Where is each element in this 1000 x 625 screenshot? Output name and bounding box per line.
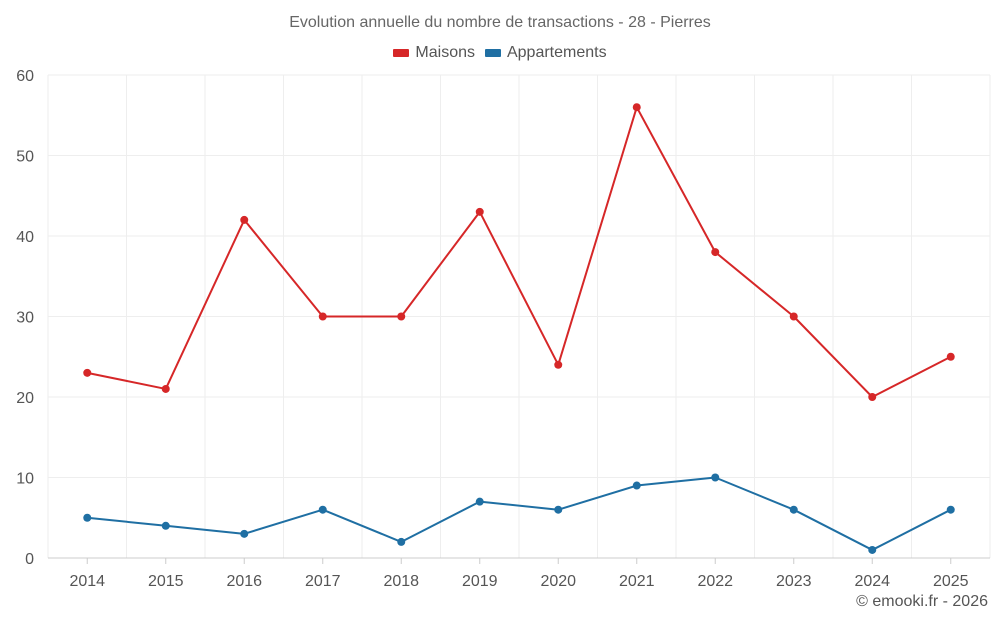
x-tick-label: 2025 bbox=[933, 573, 969, 590]
data-point-appartements bbox=[318, 505, 327, 514]
x-tick-label: 2018 bbox=[383, 573, 419, 590]
x-tick-label: 2019 bbox=[462, 573, 498, 590]
series-line-appartements bbox=[87, 476, 952, 551]
x-tick-label: 2015 bbox=[148, 573, 184, 590]
x-tick-label: 2024 bbox=[854, 573, 890, 590]
y-tick-label: 60 bbox=[16, 68, 34, 85]
x-tick-label: 2016 bbox=[226, 573, 262, 590]
data-point-maisons bbox=[946, 352, 955, 361]
y-tick-label: 0 bbox=[25, 551, 34, 568]
data-point-maisons bbox=[397, 312, 406, 321]
legend-label-maisons: Maisons bbox=[415, 44, 475, 61]
legend: Maisons Appartements bbox=[0, 44, 1000, 62]
data-point-appartements bbox=[397, 537, 406, 546]
data-point-maisons bbox=[632, 103, 641, 112]
data-point-appartements bbox=[83, 513, 92, 522]
y-tick-label: 10 bbox=[16, 471, 34, 488]
x-tick-label: 2017 bbox=[305, 573, 341, 590]
x-tick-label: 2022 bbox=[697, 573, 733, 590]
legend-label-appartements: Appartements bbox=[506, 44, 607, 61]
x-tick-label: 2014 bbox=[69, 573, 105, 590]
data-point-maisons bbox=[83, 368, 92, 377]
data-point-maisons bbox=[161, 384, 170, 393]
data-point-appartements bbox=[161, 521, 170, 530]
y-tick-label: 50 bbox=[16, 149, 34, 166]
data-point-appartements bbox=[632, 481, 641, 490]
data-point-appartements bbox=[711, 473, 720, 482]
legend-swatch-appartements bbox=[484, 49, 501, 57]
data-point-maisons bbox=[318, 312, 327, 321]
chart-title: Evolution annuelle du nombre de transact… bbox=[289, 14, 711, 31]
data-point-appartements bbox=[789, 505, 798, 514]
data-point-maisons bbox=[789, 312, 798, 321]
data-point-appartements bbox=[240, 529, 249, 538]
data-point-appartements bbox=[868, 545, 877, 554]
legend-item-appartements[interactable]: Appartements bbox=[484, 44, 607, 62]
data-point-maisons bbox=[240, 215, 249, 224]
y-tick-label: 30 bbox=[16, 310, 34, 327]
y-tick-label: 40 bbox=[16, 229, 34, 246]
legend-swatch-maisons bbox=[393, 49, 410, 57]
y-tick-label: 20 bbox=[16, 390, 34, 407]
data-point-appartements bbox=[554, 505, 563, 514]
data-point-maisons bbox=[554, 360, 563, 369]
data-point-appartements bbox=[946, 505, 955, 514]
x-tick-label: 2020 bbox=[540, 573, 576, 590]
data-point-maisons bbox=[475, 207, 484, 216]
series-line-maisons bbox=[87, 106, 952, 398]
data-point-appartements bbox=[475, 497, 484, 506]
data-point-maisons bbox=[868, 393, 877, 401]
legend-item-maisons[interactable]: Maisons bbox=[393, 44, 475, 62]
x-tick-label: 2023 bbox=[776, 573, 812, 590]
x-tick-label: 2021 bbox=[619, 573, 655, 590]
credit-text: © emooki.fr - 2026 bbox=[856, 593, 988, 610]
data-point-maisons bbox=[711, 248, 720, 257]
